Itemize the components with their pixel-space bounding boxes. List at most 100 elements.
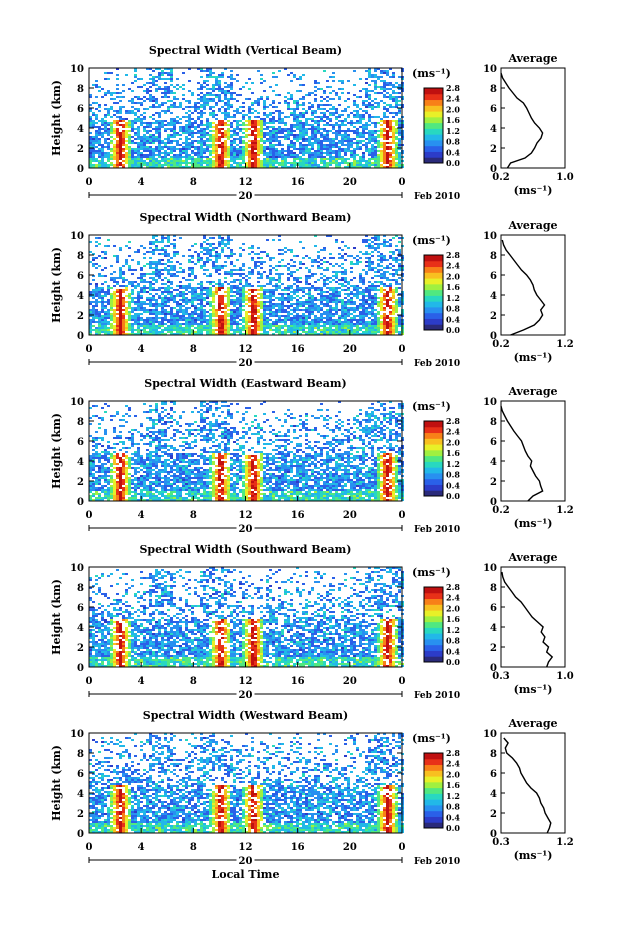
colorbar-segment <box>424 278 443 285</box>
colorbar-segment <box>424 438 443 445</box>
colorbar-tick-label: 2.4 <box>446 593 460 603</box>
colorbar-unit: (ms⁻¹) <box>412 67 451 80</box>
x-tick-label: 0 <box>399 177 406 188</box>
average-frame <box>500 566 566 668</box>
day-label: 20 <box>239 358 253 369</box>
colorbar-segment <box>424 627 443 634</box>
colorbar-segment <box>424 324 443 331</box>
x-tick-label: 0 <box>86 344 93 355</box>
colorbar-segment <box>424 472 443 480</box>
colorbar-segment <box>424 432 443 439</box>
colorbar-tick-label: 2.8 <box>446 416 460 426</box>
avg-y-tick-label: 4 <box>490 124 497 135</box>
avg-y-tick-label: 0 <box>490 497 497 508</box>
colorbar-segment <box>424 88 443 95</box>
x-tick-label: 4 <box>138 510 145 521</box>
colorbar-segment <box>424 770 443 777</box>
day-label: 20 <box>239 690 253 701</box>
average-title: Average <box>507 219 557 232</box>
avg-y-tick-label: 2 <box>490 311 497 322</box>
avg-y-tick-label: 10 <box>483 563 497 574</box>
colorbar-segment <box>424 312 443 319</box>
avg-y-tick-label: 6 <box>490 603 497 614</box>
avg-y-tick-label: 2 <box>490 809 497 820</box>
colorbar-tick-label: 2.0 <box>446 104 460 114</box>
y-tick-label: 10 <box>70 729 84 740</box>
panel-title: Spectral Width (Northward Beam) <box>140 211 352 224</box>
colorbar-unit: (ms⁻¹) <box>412 732 451 745</box>
colorbar-segment <box>424 638 443 646</box>
avg-y-tick-label: 10 <box>483 231 497 242</box>
x-tick-label: 16 <box>291 344 305 355</box>
colorbar-segment <box>424 128 443 135</box>
colorbar-frame <box>423 87 444 164</box>
colorbar-tick-label: 1.6 <box>446 614 460 624</box>
colorbar-segment <box>424 598 443 605</box>
avg-y-tick-label: 6 <box>490 271 497 282</box>
colorbar-segment <box>424 633 443 640</box>
colorbar-segment <box>424 822 443 829</box>
x-tick-label: 0 <box>399 842 406 853</box>
x-tick-label: 8 <box>190 842 197 853</box>
average-title: Average <box>507 717 557 730</box>
x-axis-label: Local Time <box>212 868 280 881</box>
colorbar-segment <box>424 604 443 611</box>
panel-5: Spectral Width (Westward Beam) Height (km… <box>50 709 574 881</box>
x-tick-label: 16 <box>291 177 305 188</box>
y-tick-label: 4 <box>77 623 84 634</box>
colorbar-tick-label: 1.6 <box>446 282 460 292</box>
panel-2: Spectral Width (Northward Beam) Height (k… <box>50 211 574 369</box>
x-tick-label: 12 <box>239 344 253 355</box>
colorbar-tick-label: 1.2 <box>446 625 460 635</box>
avg-y-tick-label: 6 <box>490 769 497 780</box>
colorbar-segment <box>424 764 443 771</box>
avg-x-tick-label: 0.3 <box>492 671 509 682</box>
avg-y-tick-label: 8 <box>490 84 497 95</box>
colorbar-segment <box>424 781 443 789</box>
colorbar-segment <box>424 105 443 112</box>
y-axis-label: Height (km) <box>50 579 63 655</box>
colorbar-segment <box>424 272 443 279</box>
colorbar-segment <box>424 467 443 474</box>
avg-y-tick-label: 4 <box>490 789 497 800</box>
colorbar-segment <box>424 295 443 302</box>
colorbar-segment <box>424 610 443 617</box>
avg-x-tick-label: 0.3 <box>492 837 509 848</box>
avg-y-tick-label: 10 <box>483 64 497 75</box>
day-label: 20 <box>239 524 253 535</box>
x-tick-label: 8 <box>190 344 197 355</box>
colorbar-tick-label: 1.2 <box>446 126 460 136</box>
panel-1: Spectral Width (Vertical Beam) Height (km… <box>50 44 574 202</box>
colorbar-tick-label: 2.8 <box>446 250 460 260</box>
colorbar-segment <box>424 644 443 651</box>
panel-4: Spectral Width (Southward Beam) Height (k… <box>50 543 574 701</box>
average-title: Average <box>507 551 557 564</box>
colorbar-segment <box>424 753 443 760</box>
colorbar-segment <box>424 260 443 268</box>
avg-y-tick-label: 4 <box>490 291 497 302</box>
day-label: 20 <box>239 191 253 202</box>
panel-3: Spectral Width (Eastward Beam) Height (km… <box>50 377 574 535</box>
y-tick-label: 8 <box>77 417 84 428</box>
colorbar-tick-label: 0.4 <box>446 147 460 157</box>
colorbar-segment <box>424 592 443 600</box>
colorbar-segment <box>424 478 443 485</box>
y-axis-label: Height (km) <box>50 745 63 821</box>
colorbar-tick-label: 0.4 <box>446 646 460 656</box>
colorbar-segment <box>424 816 443 823</box>
x-tick-label: 0 <box>399 344 406 355</box>
colorbar-segment <box>424 93 443 101</box>
x-tick-label: 16 <box>291 842 305 853</box>
colorbar-segment <box>424 587 443 594</box>
colorbar-tick-label: 0.8 <box>446 137 460 147</box>
colorbar-tick-label: 0.8 <box>446 470 460 480</box>
heatmap <box>89 68 404 168</box>
colorbar-segment <box>424 122 443 129</box>
avg-x-tick-label: 1.2 <box>556 339 573 350</box>
colorbar-frame <box>423 254 444 331</box>
colorbar-unit: (ms⁻¹) <box>412 234 451 247</box>
y-tick-label: 4 <box>77 124 84 135</box>
panel-title: Spectral Width (Eastward Beam) <box>144 377 346 390</box>
y-tick-label: 6 <box>77 603 84 614</box>
